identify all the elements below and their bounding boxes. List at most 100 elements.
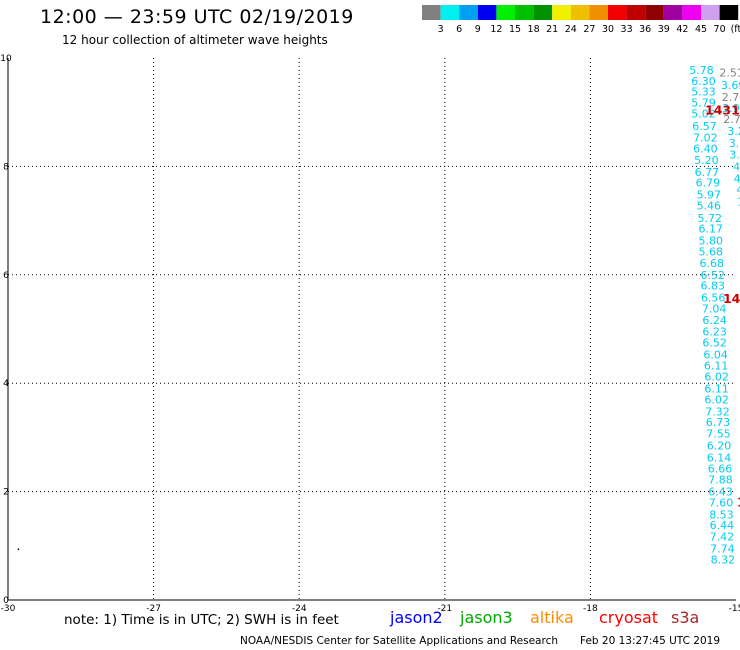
- swh-value-label: 7.32: [705, 405, 730, 418]
- swh-value-label: 6.68: [699, 257, 724, 270]
- y-tick-label: 6: [3, 271, 9, 281]
- swh-value-label: 5.80: [699, 235, 724, 248]
- swh-value-label: 6.56: [701, 292, 726, 305]
- y-tick-label: 8: [3, 162, 9, 172]
- color-swatch: [440, 5, 460, 20]
- pass-time-label: 1431: [705, 102, 740, 117]
- swh-value-label: 6.43: [708, 486, 733, 499]
- color-swatch: [496, 5, 515, 20]
- satellite-legend-cryosat: cryosat: [599, 608, 659, 627]
- swh-value-label: 4: [736, 184, 740, 197]
- color-swatch: [570, 5, 590, 20]
- color-scale-tick: 3: [438, 24, 444, 35]
- color-scale-tick: 15: [509, 24, 521, 35]
- satellite-legend-altika: altika: [530, 608, 574, 627]
- swh-value-label: 6.66: [708, 462, 733, 475]
- swh-value-label: 5.78: [689, 64, 714, 77]
- y-tick-label: 0: [3, 596, 9, 606]
- color-swatch: [459, 5, 478, 20]
- color-swatch: [589, 5, 608, 20]
- swh-value-label: 6.24: [702, 314, 727, 327]
- satellite-legend-jason2: jason2: [390, 608, 443, 627]
- swh-value-label: 6.52: [702, 337, 727, 350]
- swh-value-label: 6.11: [704, 359, 729, 372]
- swh-value-label: 6.02: [704, 371, 729, 384]
- swh-value-label: 4.: [733, 160, 740, 173]
- footer-note: note: 1) Time is in UTC; 2) SWH is in fe…: [64, 612, 339, 628]
- swh-value-label: 1: [737, 196, 740, 209]
- swh-value-label: 7.74: [710, 543, 735, 556]
- color-scale-tick: 6: [456, 24, 462, 35]
- swh-value-label: 3.96: [722, 102, 740, 115]
- swh-value-label: 7.42: [710, 531, 735, 544]
- swh-value-label: 6.57: [692, 120, 717, 133]
- color-scale-tick: 36: [639, 24, 651, 35]
- color-scale-tick: 33: [621, 24, 633, 35]
- color-scale-tick: 39: [658, 24, 670, 35]
- color-scale-tick: 21: [546, 24, 558, 35]
- pass-time-label: 1430: [723, 291, 740, 306]
- x-tick-label: -21: [437, 604, 452, 614]
- color-swatch: [477, 5, 497, 20]
- color-swatch: [719, 5, 739, 20]
- color-swatch: [663, 5, 683, 20]
- x-tick-label: -27: [146, 604, 161, 614]
- x-tick-label: -15: [729, 604, 740, 614]
- color-scale-tick: 18: [528, 24, 540, 35]
- color-swatch: [701, 5, 720, 20]
- swh-value-label: 6.52: [700, 269, 725, 282]
- swh-value-label: 6.77: [695, 166, 720, 179]
- swh-value-label: 6.04: [703, 348, 728, 361]
- swh-value-label: 6.17: [699, 223, 724, 236]
- swh-value-label: 8.53: [709, 508, 734, 521]
- swh-value-label: 6.30: [691, 75, 716, 88]
- color-scale-tick: 70: [714, 24, 726, 35]
- swh-value-label: 7.04: [702, 302, 727, 315]
- swh-value-label: 7.60: [709, 496, 734, 509]
- swh-value-label: 5.20: [694, 154, 719, 167]
- credit-line: NOAA/NESDIS Center for Satellite Applica…: [240, 635, 558, 647]
- swh-value-label: 5.46: [697, 199, 722, 212]
- generated-timestamp: Feb 20 13:27:45 UTC 2019: [580, 635, 720, 647]
- swh-value-label: 4.: [734, 172, 740, 185]
- swh-value-label: 6.20: [707, 440, 732, 453]
- pass-time-label: 1: [737, 494, 740, 509]
- swh-value-label: 6.14: [707, 451, 732, 464]
- y-tick-label: 10: [0, 54, 12, 64]
- swh-value-label: 6.44: [710, 519, 735, 532]
- swh-value-label: 6.11: [704, 383, 729, 396]
- color-scale-tick: 42: [676, 24, 688, 35]
- swh-value-label: 6.79: [696, 177, 721, 190]
- swh-value-label: 7.88: [708, 474, 733, 487]
- color-scale-unit: (ft): [731, 24, 740, 35]
- swh-value-label: 5.02: [691, 107, 716, 120]
- color-swatch: [533, 5, 553, 20]
- swh-value-label: 3.8: [729, 137, 740, 150]
- x-tick-label: -30: [1, 604, 16, 614]
- y-tick-label: 2: [3, 488, 9, 498]
- color-scale-tick: 30: [602, 24, 614, 35]
- swh-value-label: 6.02: [704, 393, 729, 406]
- swh-value-label: 8.32: [711, 553, 736, 566]
- swh-value-label: 3.69: [721, 79, 740, 92]
- swh-value-label: 7.02: [693, 132, 718, 145]
- swh-value-label: 7.55: [706, 428, 731, 441]
- x-tick-label: -18: [583, 604, 598, 614]
- color-scale-tick: 12: [490, 24, 502, 35]
- swh-value-label: 3.4: [729, 148, 740, 161]
- color-scale-tick: 45: [695, 24, 707, 35]
- swh-value-label: 5.97: [697, 189, 722, 202]
- data-layer: 5.786.305.335.795.026.577.026.405.206.77…: [17, 64, 740, 566]
- swh-value-label: 3.2: [727, 125, 740, 138]
- chart-subtitle: 12 hour collection of altimeter wave hei…: [62, 33, 328, 47]
- color-scale-tick: 24: [565, 24, 577, 35]
- swh-value-label: 5.33: [691, 86, 716, 99]
- swh-value-label: 6.23: [702, 326, 727, 339]
- color-swatch: [608, 5, 627, 20]
- swh-value-label: 2.70: [723, 113, 740, 126]
- color-scale-tick: 9: [475, 24, 481, 35]
- swh-value-label: 2.71: [722, 91, 740, 104]
- satellite-legend-s3a: s3a: [671, 608, 700, 627]
